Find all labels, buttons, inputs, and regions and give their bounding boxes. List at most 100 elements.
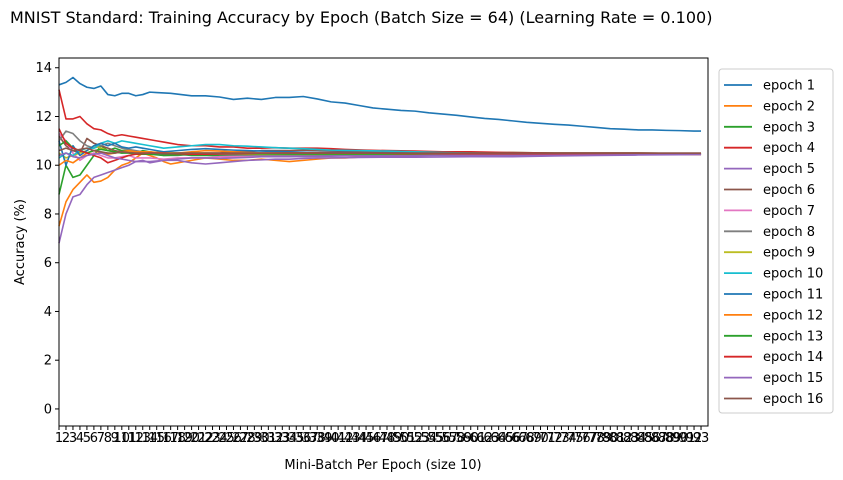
legend-label: epoch 13 (763, 329, 823, 344)
series-line-5 (58, 153, 702, 244)
y-tick-label: 12 (35, 110, 52, 125)
x-tick-label: 57 (442, 431, 459, 446)
x-tick-label: 89 (665, 431, 682, 446)
x-tick-label: 43 (344, 431, 361, 446)
x-tick-label: 15 (148, 431, 165, 446)
x-tick-label: 85 (637, 431, 654, 446)
x-tick-label: 10 (114, 431, 131, 446)
x-tick-label: 51 (400, 431, 417, 446)
x-tick-label: 78 (588, 431, 605, 446)
x-tick-label: 86 (644, 431, 661, 446)
x-tick-label: 33 (274, 431, 291, 446)
series-line-1 (58, 76, 702, 132)
x-tick-label: 45 (358, 431, 375, 446)
x-axis: 1234567891011121314151617181920212223242… (55, 426, 709, 446)
legend-label: epoch 4 (763, 141, 815, 156)
x-tick-label: 19 (176, 431, 193, 446)
x-tick-label: 81 (609, 431, 626, 446)
x-tick-label: 31 (260, 431, 277, 446)
x-tick-label: 8 (104, 431, 112, 446)
x-tick-label: 82 (616, 431, 633, 446)
x-axis-label: Mini-Batch Per Epoch (size 10) (284, 458, 481, 473)
x-tick-label: 47 (372, 431, 389, 446)
x-tick-label: 66 (504, 431, 521, 446)
x-tick-label: 58 (449, 431, 466, 446)
y-axis-label: Accuracy (%) (13, 199, 28, 285)
x-tick-label: 56 (435, 431, 452, 446)
legend-box (718, 68, 834, 414)
x-tick-label: 12 (127, 431, 144, 446)
x-tick-label: 7 (97, 431, 105, 446)
legend-label: epoch 10 (763, 267, 823, 282)
x-tick-label: 14 (141, 431, 158, 446)
y-tick-label: 0 (44, 402, 52, 417)
x-tick-label: 5 (83, 431, 91, 446)
x-tick-label: 6 (90, 431, 98, 446)
x-tick-label: 4 (76, 431, 84, 446)
x-tick-label: 72 (546, 431, 563, 446)
x-tick-label: 17 (162, 431, 179, 446)
x-tick-label: 74 (560, 431, 577, 446)
y-tick-label: 2 (44, 354, 52, 369)
x-tick-label: 46 (365, 431, 382, 446)
x-tick-label: 92 (686, 431, 703, 446)
x-tick-label: 44 (351, 431, 368, 446)
x-tick-label: 67 (511, 431, 528, 446)
x-tick-label: 73 (553, 431, 570, 446)
x-tick-label: 60 (462, 431, 479, 446)
series-line-4 (58, 89, 702, 155)
x-tick-label: 21 (190, 431, 207, 446)
x-tick-label: 28 (239, 431, 256, 446)
x-tick-label: 61 (469, 431, 486, 446)
x-tick-label: 63 (483, 431, 500, 446)
x-tick-label: 39 (316, 431, 333, 446)
legend-label: epoch 5 (763, 162, 815, 177)
x-tick-label: 24 (211, 431, 228, 446)
series-line-2 (58, 152, 702, 227)
x-tick-label: 23 (204, 431, 221, 446)
x-tick-label: 20 (183, 431, 200, 446)
y-axis: 0 2 4 6 8 10 12 14 (35, 61, 59, 417)
x-tick-label: 90 (672, 431, 689, 446)
x-tick-label: 83 (623, 431, 640, 446)
chart-title: MNIST Standard: Training Accuracy by Epo… (10, 8, 712, 27)
x-tick-label: 36 (295, 431, 312, 446)
legend-label: epoch 9 (763, 246, 815, 261)
plot-frame (58, 57, 709, 427)
x-tick-label: 35 (288, 431, 305, 446)
legend-label: epoch 6 (763, 183, 815, 198)
x-tick-label: 50 (393, 431, 410, 446)
legend-label: epoch 16 (763, 392, 823, 407)
y-tick-label: 14 (35, 61, 52, 76)
legend-label: epoch 12 (763, 308, 823, 323)
x-tick-label: 64 (490, 431, 507, 446)
x-tick-label: 48 (379, 431, 396, 446)
x-tick-label: 69 (525, 431, 542, 446)
x-tick-label: 77 (581, 431, 598, 446)
y-tick-label: 10 (35, 159, 52, 174)
x-tick-label: 3 (69, 431, 77, 446)
y-tick-label: 8 (44, 207, 52, 222)
x-tick-label: 42 (337, 431, 354, 446)
x-tick-label: 13 (134, 431, 151, 446)
x-tick-label: 29 (246, 431, 263, 446)
x-tick-label: 91 (679, 431, 696, 446)
x-tick-label: 71 (539, 431, 556, 446)
legend-label: epoch 7 (763, 204, 815, 219)
x-tick-label: 76 (574, 431, 591, 446)
x-tick-label: 52 (407, 431, 424, 446)
x-tick-label: 80 (602, 431, 619, 446)
legend-label: epoch 11 (763, 288, 823, 303)
x-tick-label: 26 (225, 431, 242, 446)
x-tick-label: 22 (197, 431, 214, 446)
x-tick-label: 40 (323, 431, 340, 446)
x-tick-label: 25 (218, 431, 235, 446)
legend: epoch 1 epoch 2 epoch 3 epoch 4 epoch 5 epoch… (718, 68, 834, 414)
x-tick-label: 88 (658, 431, 675, 446)
series-line-15 (58, 152, 702, 163)
x-tick-label: 49 (386, 431, 403, 446)
x-tick-label: 84 (630, 431, 647, 446)
legend-label: epoch 14 (763, 350, 823, 365)
x-tick-label: 9 (111, 431, 119, 446)
